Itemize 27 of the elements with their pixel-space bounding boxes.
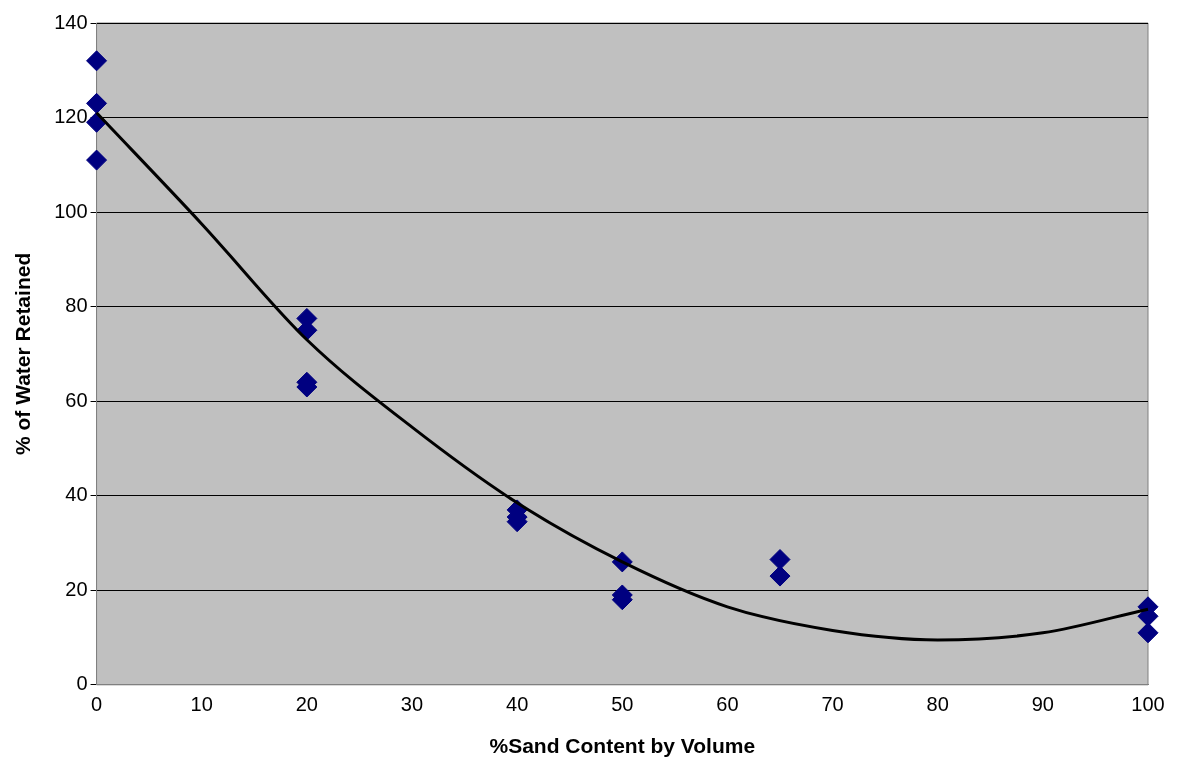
y-tick-label: 80 — [65, 294, 88, 317]
y-tick-label: 60 — [65, 388, 88, 411]
y-axis-title: % of Water Retained — [11, 252, 35, 456]
point — [86, 149, 108, 171]
x-tick-label: 50 — [611, 693, 634, 716]
point — [86, 92, 108, 114]
y-tick-label: 100 — [54, 199, 88, 222]
y-tick-label: 120 — [54, 105, 88, 128]
point — [769, 549, 791, 571]
x-tick-label: 10 — [190, 693, 213, 716]
x-tick-label: 100 — [1131, 693, 1165, 716]
x-tick-label: 90 — [1031, 693, 1054, 716]
x-tick-label: 70 — [821, 693, 844, 716]
y-tick-label: 40 — [65, 483, 88, 506]
x-tick-label: 40 — [506, 693, 529, 716]
x-tick-label: 0 — [91, 693, 103, 716]
point — [769, 565, 791, 587]
x-tick-label: 60 — [716, 693, 739, 716]
y-tick-label: 0 — [76, 672, 88, 695]
y-tick-label: 20 — [65, 577, 88, 600]
x-tick-label: 20 — [295, 693, 318, 716]
point — [86, 50, 108, 72]
x-axis-title: %Sand Content by Volume — [489, 734, 756, 758]
y-tick-label: 140 — [54, 10, 88, 33]
point — [1137, 622, 1159, 644]
x-tick-label: 80 — [926, 693, 949, 716]
x-tick-label: 30 — [400, 693, 424, 716]
